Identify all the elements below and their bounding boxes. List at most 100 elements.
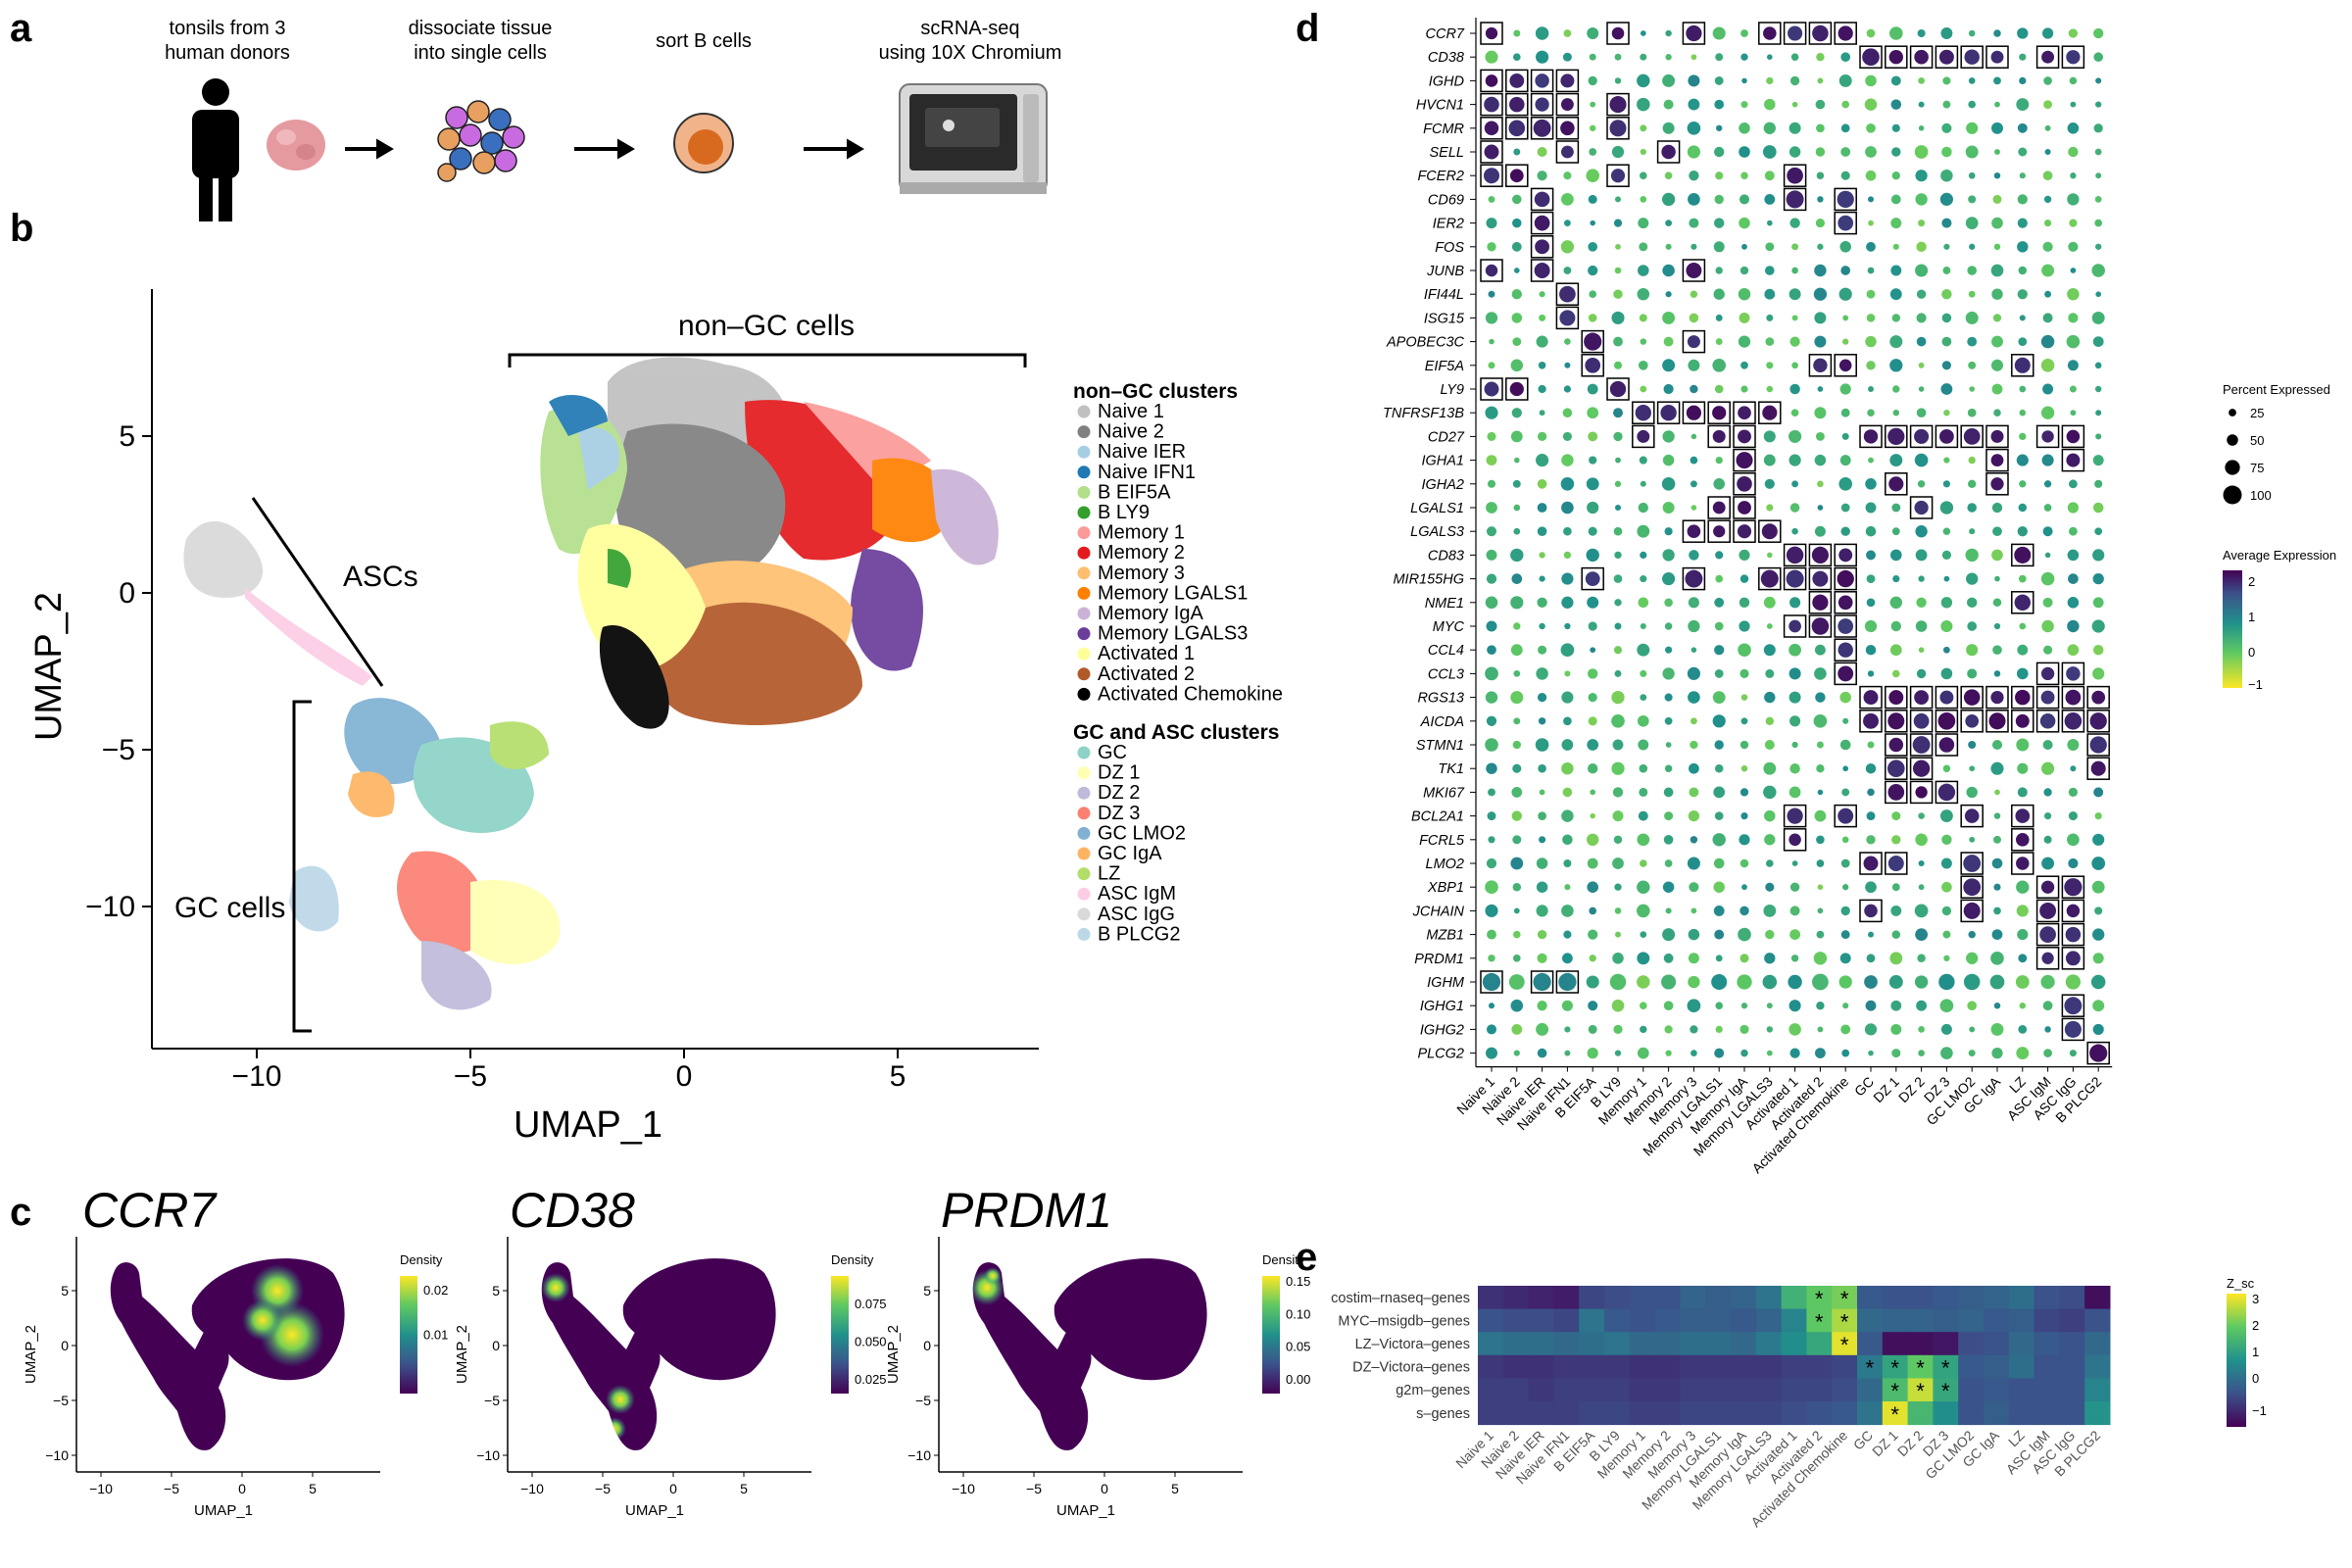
- dot-stmn1-activated-2: [1816, 741, 1824, 749]
- dot-fcmr-activated-chemokine: [1840, 123, 1850, 133]
- step-4-line-2: using 10X Chromium: [879, 42, 1062, 64]
- dot-ighm-gc-iga: [1989, 974, 2005, 990]
- dot-cd27-naive-1: [1487, 431, 1496, 441]
- dot-tk1-gc: [1865, 762, 1877, 774]
- dot-mki67-memory-3: [1689, 787, 1699, 798]
- dot-jchain-memory-2: [1665, 907, 1672, 914]
- dot-prdm1-memory-lgals3: [1764, 953, 1776, 964]
- highlight-box: [2061, 994, 2085, 1017]
- dot-nme1-gc: [1866, 598, 1876, 608]
- dot-cd38-memory-lgals3: [1767, 54, 1773, 60]
- highlight-box: [1783, 566, 1807, 591]
- dot-ighd-asc-igg: [2069, 76, 2078, 85]
- dot-aicda-b-plcg2: [2089, 712, 2107, 730]
- legend-label-naive-2: Naive 2: [1098, 421, 1164, 443]
- dot-cd69-activated-2: [1817, 196, 1824, 203]
- dot-fcrl5-b-ly9: [1613, 835, 1623, 845]
- dot-prdm1-b-plcg2: [2092, 953, 2104, 964]
- dot-plcg2-b-eif5a: [1587, 1047, 1598, 1059]
- dot-ighg1-memory-2: [1663, 1001, 1674, 1011]
- dot-ifi44l-memory-3: [1690, 290, 1698, 298]
- heatmap-cell: [1907, 1332, 1934, 1356]
- dot-bcl2a1-memory-1: [1638, 810, 1648, 821]
- dot-fcer2-dz-1: [1891, 172, 1900, 180]
- heatmap-cell: [1731, 1286, 1757, 1310]
- dot-tk1-dz-1: [1887, 760, 1905, 777]
- highlight-box: [1935, 45, 1959, 69]
- dot-ifi44l-naive-ifn1: [1559, 285, 1576, 303]
- heatmap-cell: [1478, 1332, 1504, 1356]
- dot-cd38-gc-iga: [1990, 50, 2004, 64]
- dot-mki67-activated-1: [1788, 786, 1801, 799]
- dot-rgs13-dz-3: [1939, 690, 1954, 705]
- dot-isg15-memory-3: [1689, 313, 1699, 323]
- dot-cd27-dz-2: [1914, 428, 1930, 444]
- dot-sell-activated-2: [1815, 147, 1826, 157]
- dot-prdm1-activated-chemokine: [1839, 953, 1851, 964]
- highlight-box: [1707, 519, 1731, 543]
- dot-xbp1-memory-lgals1: [1713, 881, 1725, 893]
- highlight-box: [1960, 875, 1984, 899]
- dot-prdm1-b-ly9: [1612, 953, 1624, 964]
- legend-label-naive-ier: Naive IER: [1098, 441, 1186, 463]
- highlight-box: [1682, 22, 1706, 45]
- dot-jchain-activated-chemokine: [1840, 906, 1850, 916]
- dot-myc-memory-iga: [1739, 620, 1750, 632]
- dot-ighg1-lz: [2019, 1002, 2027, 1009]
- dot-ifi44l-naive-1: [1488, 290, 1495, 298]
- highlight-box: [1530, 69, 1554, 93]
- dot-eif5a-naive-ier: [1538, 362, 1546, 369]
- significance-star: *: [1840, 1309, 1849, 1334]
- dot-fos-activated-chemokine: [1839, 241, 1851, 253]
- dot-mzb1-dz-1: [1891, 930, 1901, 939]
- dot-bcl2a1-dz-3: [1939, 809, 1953, 823]
- dot-fcrl5-activated-chemokine: [1841, 836, 1849, 844]
- dot-cd69-activated-1: [1786, 190, 1804, 209]
- dot-junb-b-ly9: [1614, 267, 1622, 274]
- dot-ighd-memory-iga: [1741, 77, 1747, 84]
- dot-cd38-naive-ifn1: [1562, 52, 1572, 62]
- dot-aicda-dz-1: [1887, 712, 1905, 730]
- highlight-box: [1530, 117, 1554, 140]
- umap-y-label: UMAP_2: [28, 592, 70, 741]
- dot-ccl4-b-plcg2: [2092, 644, 2104, 656]
- dot-aicda-dz-2: [1913, 712, 1930, 729]
- legend-label-dz-3: DZ 3: [1098, 803, 1140, 824]
- gene-label-ighg2: IGHG2: [1420, 1022, 1464, 1038]
- dot-igha2-activated-1: [1791, 480, 1799, 488]
- dot-igha2-activated-chemokine: [1838, 477, 1852, 491]
- dot-mzb1-activated-1: [1789, 929, 1800, 940]
- dot-junb-naive-2: [1513, 268, 1520, 273]
- dot-igha2-memory-2: [1661, 477, 1676, 491]
- dot-ccl4-b-ly9: [1613, 646, 1623, 655]
- dot-cd83-memory-lgals1: [1715, 551, 1724, 560]
- dot-igha1-gc-lmo2: [1968, 456, 1976, 465]
- legend-swatch-naive-2: [1077, 425, 1091, 439]
- dot-ccr7-activated-1: [1788, 25, 1803, 41]
- dot-rgs13-lz: [2015, 689, 2031, 706]
- dot-ccl3-b-ly9: [1614, 669, 1622, 677]
- dot-ccr7-naive-ier: [1535, 26, 1549, 40]
- heatmap-cell: [1933, 1332, 1959, 1356]
- dot-sell-dz-3: [1941, 146, 1952, 158]
- dot-ccl4-memory-iga: [1738, 643, 1751, 657]
- dot-eif5a-b-ly9: [1613, 361, 1623, 369]
- highlight-box: [2035, 899, 2060, 923]
- umap-annotations: [251, 353, 1027, 1033]
- highlight-box: [1960, 45, 1984, 69]
- highlight-box: [2061, 662, 2085, 686]
- dot-ccl4-activated-1: [1788, 643, 1801, 657]
- dot-mzb1-gc: [1868, 931, 1874, 938]
- density-legend-tick: 0.10: [1286, 1306, 1310, 1321]
- dot-ifi44l-asc-igm: [2044, 290, 2052, 298]
- dot-stmn1-b-ly9: [1612, 739, 1624, 751]
- dot-isg15-activated-2: [1814, 312, 1827, 324]
- dot-bcl2a1-memory-3: [1688, 810, 1699, 822]
- dot-cd83-memory-3: [1689, 550, 1699, 561]
- dot-mki67-naive-ifn1: [1562, 787, 1573, 798]
- highlight-box: [1606, 92, 1630, 117]
- heatmap-cell: [1958, 1286, 1984, 1310]
- dot-isg15-asc-igm: [2042, 313, 2053, 323]
- dot-ly9-gc-iga: [1991, 383, 2003, 395]
- cluster-dz-3: [397, 851, 490, 954]
